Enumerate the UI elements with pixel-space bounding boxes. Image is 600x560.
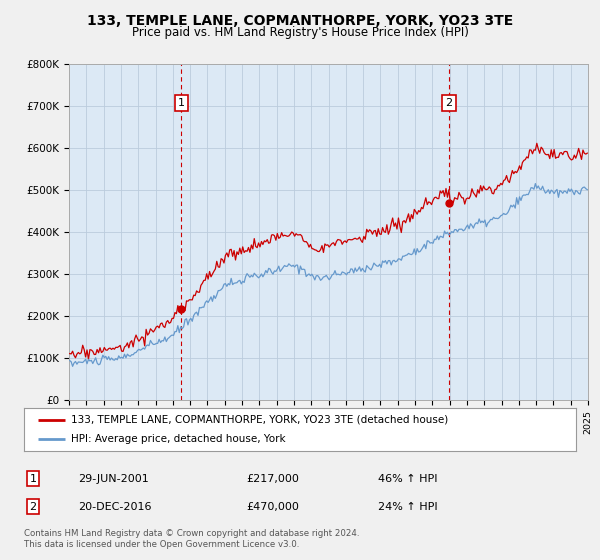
Text: 133, TEMPLE LANE, COPMANTHORPE, YORK, YO23 3TE: 133, TEMPLE LANE, COPMANTHORPE, YORK, YO… <box>87 14 513 28</box>
Text: 133, TEMPLE LANE, COPMANTHORPE, YORK, YO23 3TE (detached house): 133, TEMPLE LANE, COPMANTHORPE, YORK, YO… <box>71 415 448 424</box>
Text: 1: 1 <box>178 98 185 108</box>
Text: 2: 2 <box>29 502 37 512</box>
Text: £470,000: £470,000 <box>246 502 299 512</box>
Text: Price paid vs. HM Land Registry's House Price Index (HPI): Price paid vs. HM Land Registry's House … <box>131 26 469 39</box>
Text: 29-JUN-2001: 29-JUN-2001 <box>78 474 149 484</box>
Text: 20-DEC-2016: 20-DEC-2016 <box>78 502 151 512</box>
Text: 46% ↑ HPI: 46% ↑ HPI <box>378 474 437 484</box>
Text: HPI: Average price, detached house, York: HPI: Average price, detached house, York <box>71 435 286 444</box>
Text: Contains HM Land Registry data © Crown copyright and database right 2024.
This d: Contains HM Land Registry data © Crown c… <box>24 529 359 549</box>
Text: £217,000: £217,000 <box>246 474 299 484</box>
Text: 24% ↑ HPI: 24% ↑ HPI <box>378 502 437 512</box>
Text: 1: 1 <box>29 474 37 484</box>
Text: 2: 2 <box>445 98 452 108</box>
